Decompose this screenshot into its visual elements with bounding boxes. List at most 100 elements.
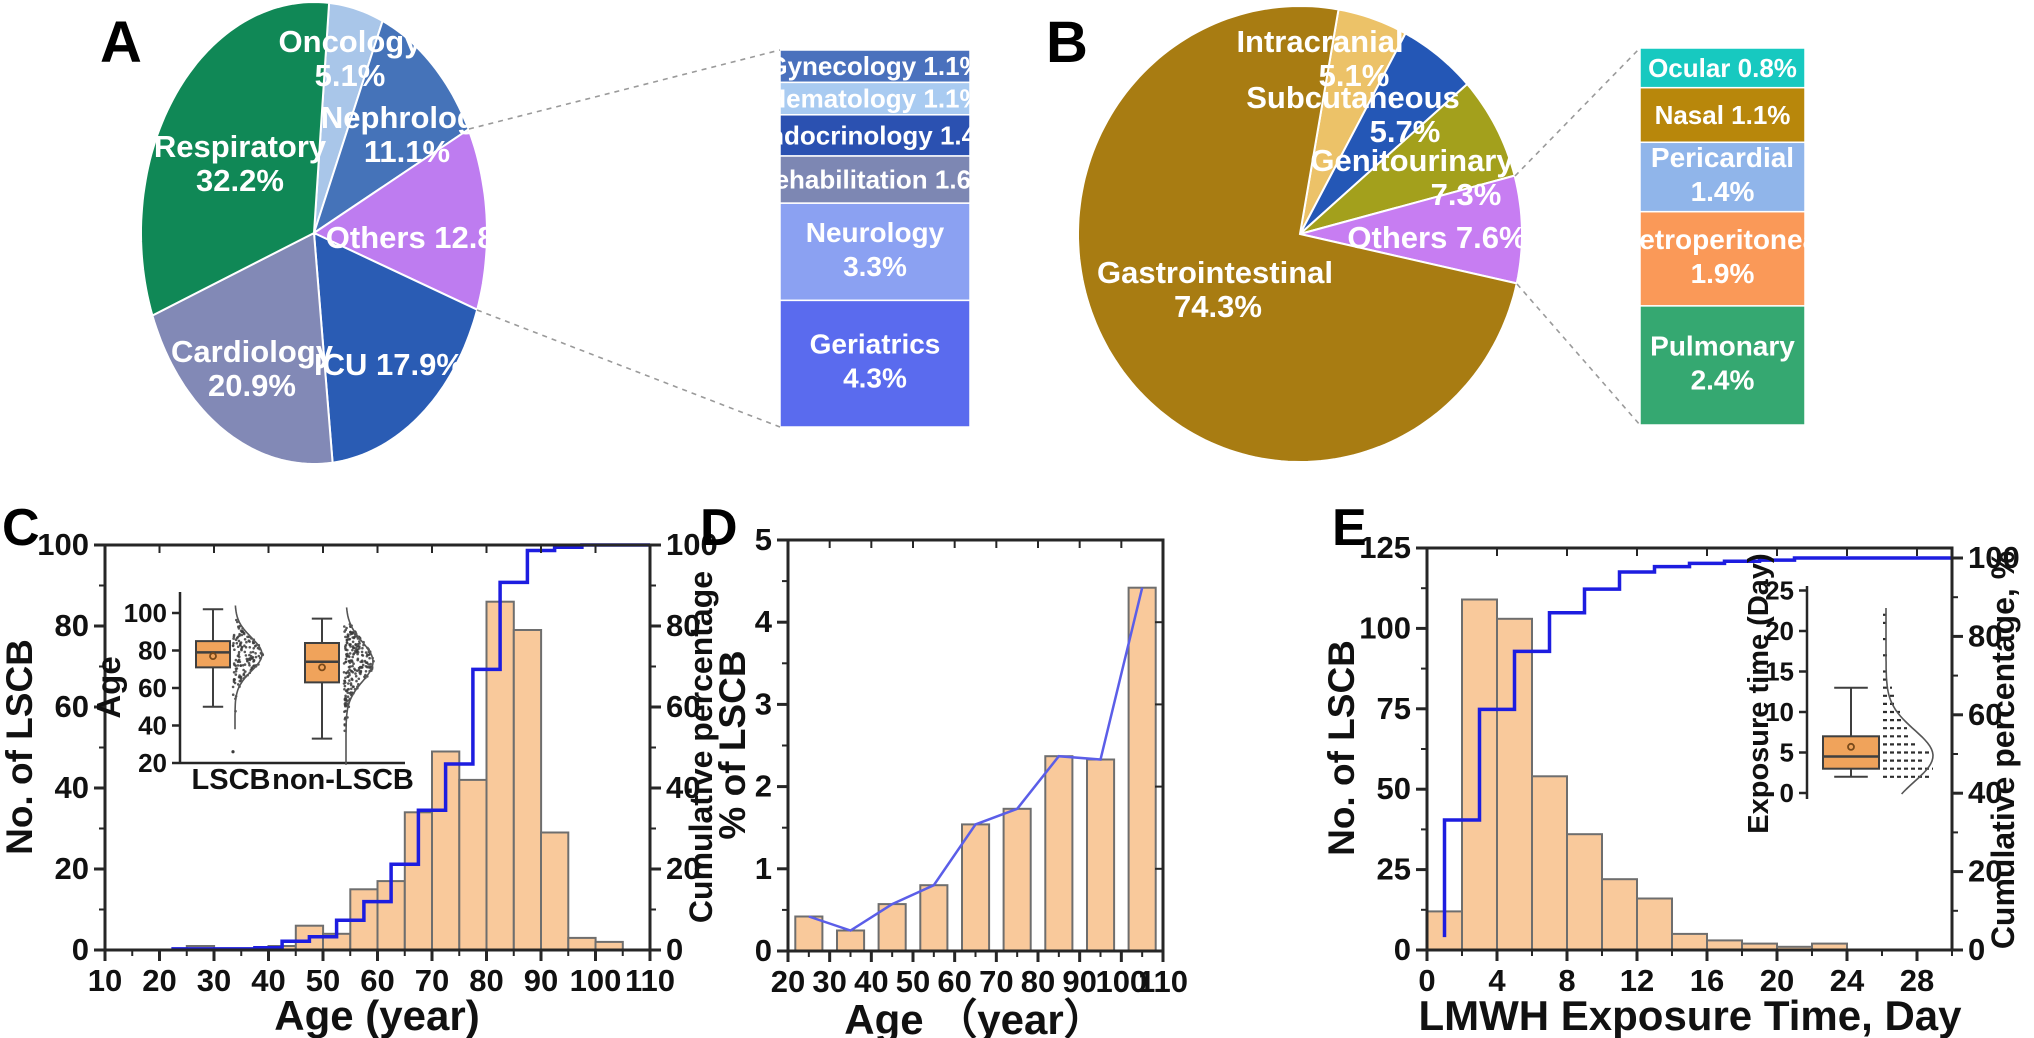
inset-scatter-dot	[237, 639, 241, 643]
inset-scatter-dot	[254, 655, 258, 659]
inset-scatter-dot	[351, 655, 355, 659]
inset-scatter-dot	[345, 638, 349, 642]
inset-scatter-dot	[252, 664, 255, 668]
breakout-segment-value: 4.3%	[843, 363, 907, 394]
inset-scatter-dot	[364, 661, 368, 664]
inset-scatter-dot	[354, 672, 357, 675]
inset-scatter-dot	[244, 670, 247, 673]
inset-scatter-dot	[237, 650, 241, 654]
inset-scatter-dot	[242, 672, 246, 675]
inset-scatter-dot	[237, 658, 241, 662]
x-tick-label: 20	[771, 964, 805, 999]
pie-slice-label: Cardiology	[171, 334, 334, 369]
inset-scatter-dot	[356, 652, 359, 656]
y-tick-label: 5	[755, 522, 772, 557]
panel-letter-e: E	[1332, 499, 1367, 557]
x-tick-label: 12	[1620, 963, 1654, 998]
inset-scatter-dot	[248, 646, 252, 649]
y-tick-label: 40	[55, 770, 89, 805]
breakout-b-segment-ocular	[1639, 47, 1806, 89]
y-tick-label: 2	[755, 769, 772, 804]
inset-scatter-dot	[348, 679, 351, 682]
inset-scatter-dot	[239, 664, 242, 667]
inset-scatter-dot	[241, 664, 245, 667]
pie-a-slice-icu	[312, 231, 479, 464]
x-axis-title: LMWH Exposure Time, Day	[1418, 992, 1962, 1038]
inset-scatter-dot	[359, 672, 362, 676]
y-tick-label: 3	[755, 686, 772, 721]
inset-scatter-dot	[348, 671, 351, 675]
inset-scatter-dot	[345, 641, 349, 644]
inset-scatter-dot	[358, 640, 361, 643]
breakout-segment-label: Gynecology 1.1%	[767, 51, 982, 81]
inset-c-mean-marker	[318, 663, 326, 672]
inset-scatter-dot	[369, 662, 373, 666]
inset-scatter-dot	[344, 645, 347, 648]
inset-scatter-dot	[361, 663, 365, 667]
inset-scatter-dot	[348, 652, 352, 655]
inset-scatter-dot	[234, 669, 238, 673]
x-tick-label: 40	[854, 964, 888, 999]
inset-scatter-dot	[346, 699, 349, 703]
y2-tick-label: 80	[666, 608, 700, 643]
histogram-bar	[1566, 833, 1603, 952]
x-tick-label: 110	[1138, 964, 1188, 999]
inset-y-tick-label: 25	[1765, 576, 1794, 606]
x-tick-label: 10	[88, 963, 122, 998]
inset-scatter-dot	[358, 666, 362, 669]
inset-scatter-dot	[344, 709, 347, 713]
inset-y-tick-label: 20	[138, 748, 167, 778]
inset-scatter-dot	[361, 660, 364, 664]
inset-scatter-dot	[351, 685, 355, 689]
inset-scatter-dot	[231, 693, 235, 696]
inset-scatter-dot	[237, 627, 241, 630]
pie-slice-label: Oncology	[279, 24, 423, 59]
inset-scatter-dot	[358, 645, 361, 648]
inset-scatter-dot	[360, 650, 364, 654]
inset-scatter-dot	[232, 637, 235, 640]
y-tick-label: 0	[755, 933, 772, 968]
inset-scatter-dot	[248, 653, 251, 657]
breakout-segment-value: 2.4%	[1691, 364, 1755, 395]
inset-scatter-dot	[344, 701, 348, 704]
inset-scatter-dot	[348, 655, 351, 659]
inset-scatter-dot	[346, 648, 349, 652]
inset-scatter-dot	[358, 642, 361, 645]
x-tick-label: 100	[570, 963, 622, 998]
breakout-segment-label: Retroperitoneal	[1619, 224, 1826, 255]
inset-scatter-dot	[343, 688, 346, 691]
y2-tick-label: 40	[666, 770, 700, 805]
y-tick-label: 75	[1377, 691, 1411, 726]
breakout-segment-label: Nasal 1.1%	[1655, 100, 1791, 130]
inset-scatter-dot	[249, 651, 253, 654]
panel-letter-d: D	[700, 499, 738, 557]
pie-slice-label: Genitourinary	[1310, 143, 1514, 178]
bar	[961, 823, 991, 953]
inset-scatter-dot	[243, 644, 246, 647]
x-tick-label: 90	[524, 963, 558, 998]
bar	[1044, 755, 1074, 953]
inset-scatter-dot	[345, 653, 348, 656]
inset-scatter-dot	[367, 663, 370, 666]
inset-scatter-dot	[346, 675, 350, 678]
x-tick-label: 50	[306, 963, 340, 998]
inset-scatter-dot	[352, 662, 355, 665]
pie-a-slice-cardiology	[151, 231, 334, 465]
inset-scatter-dot	[354, 643, 357, 646]
inset-scatter-dot	[248, 657, 252, 660]
inset-scatter-dot	[347, 665, 351, 669]
x-axis-title: Age (year)	[274, 992, 479, 1038]
breakout-segment-value: 3.3%	[843, 251, 907, 282]
x-tick-label: 90	[1062, 964, 1096, 999]
bar	[1002, 807, 1032, 952]
inset-y-tick-label: 15	[1765, 657, 1794, 687]
inset-scatter-dot	[343, 684, 347, 688]
bar	[877, 903, 907, 952]
inset-scatter-dot	[343, 625, 346, 628]
inset-scatter-dot	[239, 643, 242, 646]
y-axis-title: No. of LSCB	[1321, 640, 1362, 856]
x-axis-title: Age （year）	[844, 996, 1105, 1038]
histogram-bar	[1531, 775, 1568, 951]
x-tick-label: 100	[1095, 964, 1147, 999]
y-tick-label: 80	[55, 608, 89, 643]
